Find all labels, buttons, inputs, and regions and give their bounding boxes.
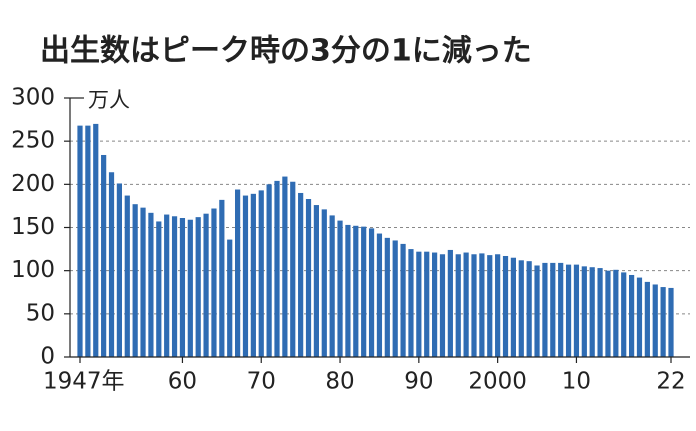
bar — [203, 213, 209, 357]
x-tick-label: 90 — [404, 369, 433, 395]
bar — [644, 281, 650, 357]
bar — [431, 252, 438, 357]
bar — [581, 266, 587, 357]
bar — [495, 254, 501, 357]
bar — [93, 123, 99, 358]
bar — [573, 264, 580, 357]
bar — [164, 214, 170, 357]
bar — [171, 216, 178, 357]
y-tick-label: 300 — [11, 85, 55, 111]
bar — [416, 251, 422, 357]
bar — [219, 199, 225, 357]
bar — [298, 192, 304, 357]
x-tick-label: 2000 — [468, 369, 527, 395]
bar — [85, 125, 91, 357]
bar — [558, 262, 564, 357]
bar — [463, 252, 469, 357]
bar — [179, 218, 186, 357]
bar — [148, 212, 154, 357]
x-tick-label: 10 — [562, 369, 591, 395]
bar — [361, 226, 367, 357]
bar — [242, 195, 249, 357]
bar — [266, 184, 272, 357]
y-tick-label: 250 — [11, 128, 55, 154]
x-tick-label: 60 — [168, 369, 197, 395]
bar — [526, 261, 532, 357]
bar — [250, 193, 256, 357]
y-tick-label: 200 — [11, 171, 55, 197]
bar — [400, 243, 406, 357]
bar — [510, 257, 517, 357]
bar — [234, 189, 241, 357]
bar — [187, 219, 193, 357]
bar — [258, 190, 264, 357]
bar — [353, 225, 359, 357]
bar — [368, 228, 375, 357]
bar — [108, 172, 115, 357]
bar — [652, 284, 658, 357]
bar — [156, 221, 162, 357]
bar — [621, 272, 627, 357]
bar — [337, 220, 343, 357]
bar — [518, 260, 524, 357]
x-tick-label: 70 — [247, 369, 276, 395]
x-tick-label: 80 — [325, 369, 354, 395]
bar — [613, 269, 619, 357]
bar — [487, 255, 493, 357]
chart-title: 出生数はピーク時の3分の1に減った — [40, 34, 532, 69]
bar — [101, 154, 107, 357]
y-axis-unit: 万人 — [88, 88, 130, 112]
bar — [447, 249, 453, 357]
bar — [605, 270, 611, 357]
bar — [227, 239, 233, 357]
bar — [565, 264, 572, 357]
y-tick-label: 0 — [40, 344, 55, 370]
bar — [660, 287, 666, 357]
bar — [345, 224, 351, 357]
bar — [329, 215, 335, 357]
bar — [384, 237, 390, 357]
bar — [455, 254, 461, 357]
bar — [471, 254, 477, 357]
bar — [542, 262, 548, 357]
bar — [628, 274, 635, 357]
bar — [479, 253, 485, 357]
bar — [290, 181, 296, 357]
bar — [140, 207, 146, 357]
bar — [424, 251, 430, 357]
bar — [305, 199, 312, 357]
y-tick-label: 100 — [11, 257, 55, 283]
bar — [439, 254, 446, 357]
bar — [408, 249, 414, 357]
bar — [274, 180, 280, 357]
bar — [589, 267, 595, 357]
x-tick-label: 1947年 — [43, 369, 125, 395]
bar — [636, 277, 643, 357]
x-tick-label: 22 — [656, 369, 685, 395]
bar — [116, 183, 123, 357]
bar — [132, 204, 138, 357]
bar — [195, 217, 201, 357]
bar — [321, 209, 327, 357]
bar — [668, 287, 674, 357]
bar — [550, 262, 556, 357]
bar — [211, 208, 217, 357]
bar — [313, 205, 320, 357]
y-tick-label: 150 — [11, 214, 55, 240]
bar — [392, 240, 398, 357]
bar — [282, 176, 288, 357]
bar — [376, 233, 383, 357]
bar — [77, 125, 83, 357]
bar — [124, 195, 130, 357]
y-tick-label: 50 — [26, 300, 55, 326]
bar — [502, 255, 509, 357]
bar — [534, 265, 540, 357]
bar — [597, 268, 603, 357]
